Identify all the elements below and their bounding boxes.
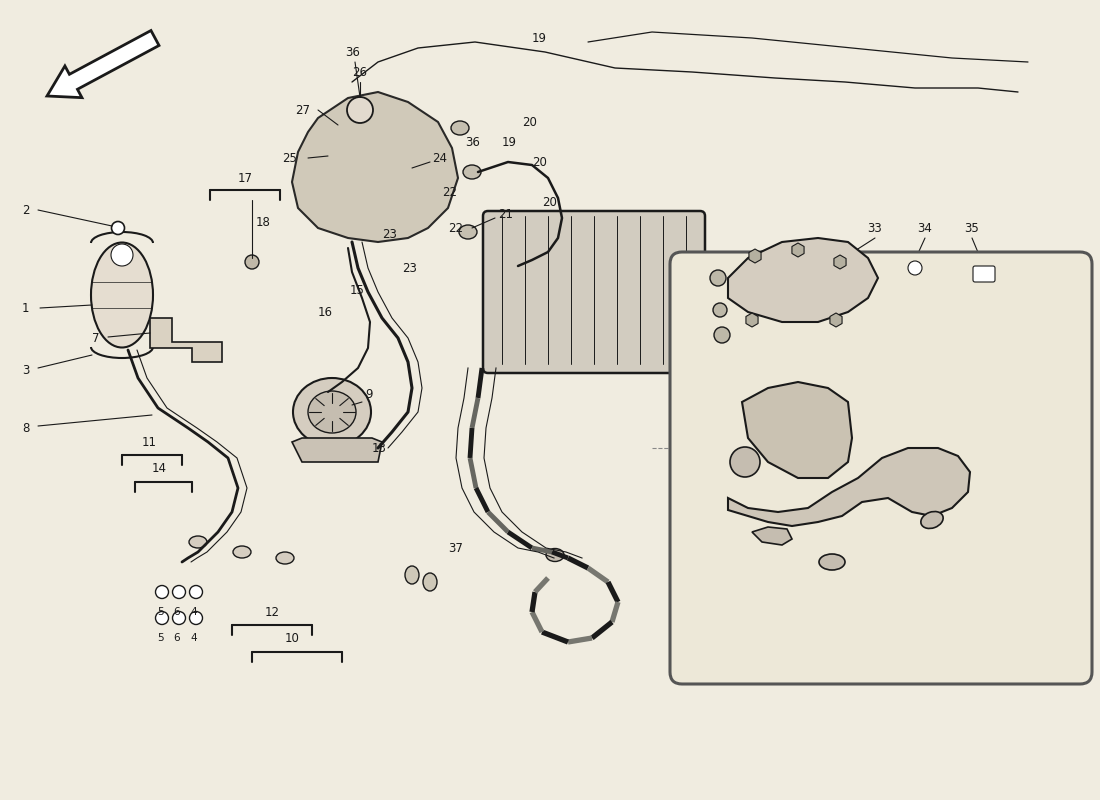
Ellipse shape [293,378,371,446]
Text: 4: 4 [190,607,197,617]
Text: 15: 15 [350,283,365,297]
Ellipse shape [921,511,943,529]
Text: 1: 1 [22,302,30,314]
Circle shape [155,611,168,625]
Text: 35: 35 [965,222,979,234]
Text: 10: 10 [285,633,300,646]
Text: 24: 24 [432,151,447,165]
Text: 11: 11 [142,435,157,449]
Text: 36: 36 [465,135,480,149]
Circle shape [173,611,186,625]
Text: 5: 5 [156,633,163,643]
Text: 19: 19 [502,135,517,149]
Text: 34: 34 [917,222,933,234]
Polygon shape [752,527,792,545]
Text: 12: 12 [265,606,280,618]
Text: 32: 32 [691,466,705,478]
Circle shape [189,586,202,598]
Polygon shape [292,438,382,462]
Polygon shape [292,92,458,242]
Text: 22: 22 [448,222,463,234]
Ellipse shape [276,552,294,564]
Circle shape [730,447,760,477]
FancyBboxPatch shape [974,266,996,282]
Text: 16: 16 [318,306,333,318]
Ellipse shape [189,536,207,548]
Text: 25: 25 [282,151,297,165]
Text: 26: 26 [352,66,367,78]
Text: 20: 20 [532,155,547,169]
Text: 36: 36 [345,46,360,58]
Text: 4: 4 [190,633,197,643]
Text: 30: 30 [697,566,713,578]
Circle shape [713,303,727,317]
Text: 27: 27 [295,103,310,117]
Ellipse shape [820,554,845,570]
Text: 14: 14 [152,462,167,475]
Text: 23: 23 [402,262,417,274]
Polygon shape [728,448,970,526]
Ellipse shape [463,165,481,179]
Ellipse shape [424,573,437,591]
Text: 6: 6 [174,633,180,643]
Circle shape [714,327,730,343]
FancyBboxPatch shape [670,252,1092,684]
Text: 3: 3 [22,363,30,377]
Polygon shape [150,318,222,362]
Ellipse shape [459,225,477,239]
Text: 2: 2 [22,203,30,217]
Text: 20: 20 [542,195,557,209]
FancyArrow shape [47,30,160,98]
Text: 22: 22 [442,186,456,198]
Text: 17: 17 [238,171,253,185]
Text: 31: 31 [705,531,719,545]
Circle shape [908,261,922,275]
Text: 28: 28 [840,586,856,598]
Circle shape [155,586,168,598]
Text: 20: 20 [522,115,537,129]
Circle shape [245,255,258,269]
Text: 8: 8 [22,422,30,434]
Circle shape [346,97,373,123]
Ellipse shape [405,566,419,584]
Circle shape [173,586,186,598]
Text: 37: 37 [448,542,463,554]
Text: 18: 18 [256,215,271,229]
Text: 5: 5 [156,607,163,617]
Ellipse shape [91,242,153,347]
Ellipse shape [451,121,469,135]
Text: 33: 33 [868,222,882,234]
Text: 21: 21 [498,209,513,222]
Text: 7: 7 [92,331,99,345]
Ellipse shape [233,546,251,558]
Circle shape [710,270,726,286]
Polygon shape [742,382,852,478]
Circle shape [189,611,202,625]
Ellipse shape [546,549,564,562]
Text: 23: 23 [382,229,397,242]
Text: 6: 6 [174,607,180,617]
Text: 9: 9 [365,389,373,402]
Circle shape [111,222,124,234]
Ellipse shape [308,391,356,433]
Text: 13: 13 [372,442,387,454]
FancyBboxPatch shape [483,211,705,373]
Circle shape [111,244,133,266]
Polygon shape [728,238,878,322]
Text: 19: 19 [532,31,547,45]
